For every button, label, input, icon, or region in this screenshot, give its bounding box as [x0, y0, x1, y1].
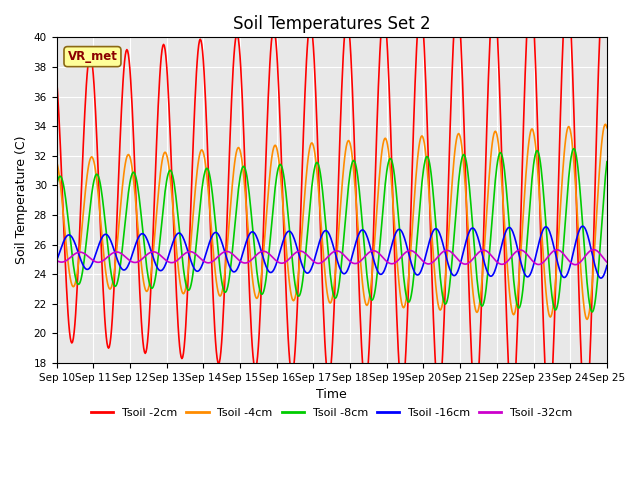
Tsoil -32cm: [173, 257, 181, 263]
Tsoil -32cm: [197, 256, 205, 262]
Tsoil -2cm: [323, 370, 331, 376]
Tsoil -2cm: [52, 75, 60, 81]
Tsoil -16cm: [52, 258, 60, 264]
Tsoil -32cm: [431, 257, 439, 263]
Tsoil -4cm: [197, 147, 205, 153]
Tsoil -16cm: [197, 264, 205, 270]
Tsoil -32cm: [52, 257, 60, 263]
Line: Tsoil -16cm: Tsoil -16cm: [56, 226, 607, 278]
Tsoil -8cm: [570, 146, 578, 152]
Tsoil -8cm: [377, 233, 385, 239]
Tsoil -16cm: [597, 275, 605, 281]
Tsoil -32cm: [323, 255, 331, 261]
Legend: Tsoil -2cm, Tsoil -4cm, Tsoil -8cm, Tsoil -16cm, Tsoil -32cm: Tsoil -2cm, Tsoil -4cm, Tsoil -8cm, Tsoi…: [86, 404, 577, 422]
Tsoil -4cm: [431, 274, 439, 279]
X-axis label: Time: Time: [316, 388, 347, 401]
Tsoil -8cm: [603, 159, 611, 165]
Tsoil -4cm: [603, 125, 611, 131]
Tsoil -16cm: [173, 231, 181, 237]
Tsoil -16cm: [323, 228, 331, 234]
Tsoil -8cm: [173, 206, 181, 212]
Tsoil -8cm: [52, 183, 60, 189]
Tsoil -4cm: [553, 266, 561, 272]
Tsoil -4cm: [377, 159, 385, 165]
Tsoil -4cm: [583, 316, 591, 322]
Tsoil -8cm: [553, 306, 561, 312]
Tsoil -16cm: [377, 272, 385, 277]
Tsoil -2cm: [173, 309, 181, 314]
Line: Tsoil -2cm: Tsoil -2cm: [56, 0, 607, 416]
Tsoil -2cm: [197, 37, 205, 43]
Tsoil -32cm: [603, 259, 611, 265]
Tsoil -2cm: [377, 36, 385, 42]
Tsoil -8cm: [589, 309, 596, 315]
Tsoil -16cm: [431, 226, 439, 232]
Line: Tsoil -32cm: Tsoil -32cm: [56, 250, 607, 264]
Tsoil -8cm: [323, 239, 331, 245]
Tsoil -32cm: [590, 247, 598, 252]
Line: Tsoil -4cm: Tsoil -4cm: [56, 124, 607, 319]
Y-axis label: Soil Temperature (C): Soil Temperature (C): [15, 136, 28, 264]
Text: VR_met: VR_met: [68, 50, 117, 63]
Tsoil -16cm: [603, 263, 611, 268]
Tsoil -2cm: [431, 351, 439, 357]
Tsoil -4cm: [602, 121, 609, 127]
Line: Tsoil -8cm: Tsoil -8cm: [56, 149, 607, 312]
Tsoil -8cm: [197, 194, 205, 200]
Title: Soil Temperatures Set 2: Soil Temperatures Set 2: [233, 15, 431, 33]
Tsoil -2cm: [603, 8, 611, 14]
Tsoil -32cm: [572, 262, 579, 267]
Tsoil -4cm: [52, 158, 60, 164]
Tsoil -16cm: [579, 223, 586, 229]
Tsoil -2cm: [553, 252, 561, 258]
Tsoil -32cm: [553, 247, 561, 252]
Tsoil -32cm: [377, 252, 385, 258]
Tsoil -8cm: [431, 211, 439, 217]
Tsoil -4cm: [323, 289, 331, 295]
Tsoil -4cm: [173, 256, 181, 262]
Tsoil -16cm: [553, 255, 561, 261]
Tsoil -2cm: [582, 413, 589, 419]
